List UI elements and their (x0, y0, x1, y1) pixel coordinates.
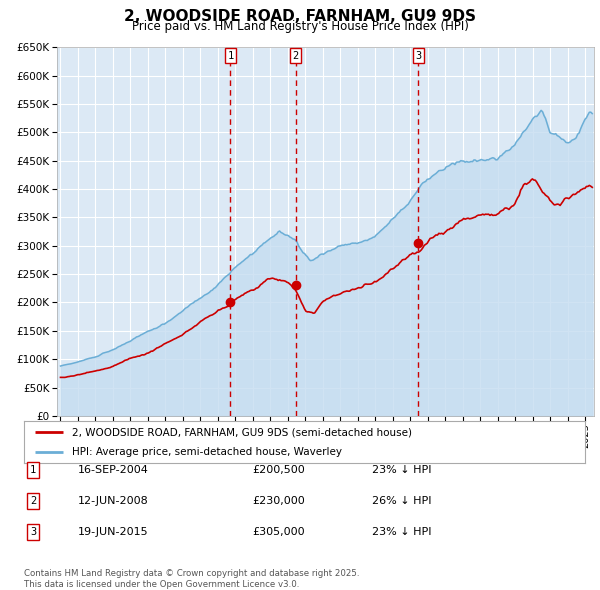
Text: HPI: Average price, semi-detached house, Waverley: HPI: Average price, semi-detached house,… (71, 447, 341, 457)
Text: £230,000: £230,000 (252, 496, 305, 506)
Text: 1: 1 (227, 51, 233, 61)
Text: 23% ↓ HPI: 23% ↓ HPI (372, 527, 431, 536)
Text: 26% ↓ HPI: 26% ↓ HPI (372, 496, 431, 506)
Text: 3: 3 (415, 51, 422, 61)
Text: 2: 2 (292, 51, 299, 61)
Text: Price paid vs. HM Land Registry's House Price Index (HPI): Price paid vs. HM Land Registry's House … (131, 20, 469, 33)
Text: 12-JUN-2008: 12-JUN-2008 (78, 496, 149, 506)
Text: 2, WOODSIDE ROAD, FARNHAM, GU9 9DS: 2, WOODSIDE ROAD, FARNHAM, GU9 9DS (124, 9, 476, 24)
Text: 2: 2 (30, 496, 36, 506)
Text: 19-JUN-2015: 19-JUN-2015 (78, 527, 149, 536)
Text: 2, WOODSIDE ROAD, FARNHAM, GU9 9DS (semi-detached house): 2, WOODSIDE ROAD, FARNHAM, GU9 9DS (semi… (71, 427, 412, 437)
Text: £305,000: £305,000 (252, 527, 305, 536)
Text: 1: 1 (30, 466, 36, 475)
Text: 23% ↓ HPI: 23% ↓ HPI (372, 466, 431, 475)
Text: 16-SEP-2004: 16-SEP-2004 (78, 466, 149, 475)
Text: Contains HM Land Registry data © Crown copyright and database right 2025.
This d: Contains HM Land Registry data © Crown c… (24, 569, 359, 589)
Text: £200,500: £200,500 (252, 466, 305, 475)
Text: 3: 3 (30, 527, 36, 536)
